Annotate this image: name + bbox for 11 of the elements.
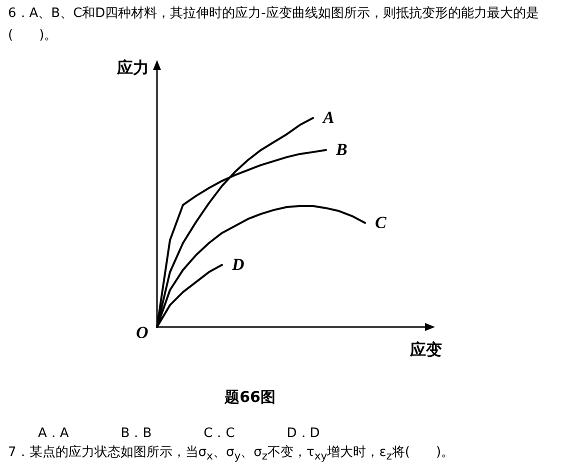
series-label: D <box>231 254 244 274</box>
series-label: B <box>335 140 348 159</box>
annotation: 题66图 <box>223 388 276 407</box>
series-label: A <box>322 108 334 127</box>
annotation: O <box>136 323 148 343</box>
title: 6．A、B、C和D四种材料，其拉伸时的应力-应变曲线如图所示，则抵抗变形的能力最大的是( )。 <box>8 5 540 45</box>
ylabel: 应力 <box>117 58 149 79</box>
annotation: A．A B．B C．C D．D <box>38 425 320 442</box>
xlabel: 应变 <box>410 340 442 361</box>
series-label: C <box>375 212 387 232</box>
annotation: 7．某点的应力状态如图所示，当σ$_{x}$、σ$_{y}$、σ$_{z}$不变，τ$_{xy}$增大时，ε$_{z}$将( )。 <box>8 444 454 463</box>
